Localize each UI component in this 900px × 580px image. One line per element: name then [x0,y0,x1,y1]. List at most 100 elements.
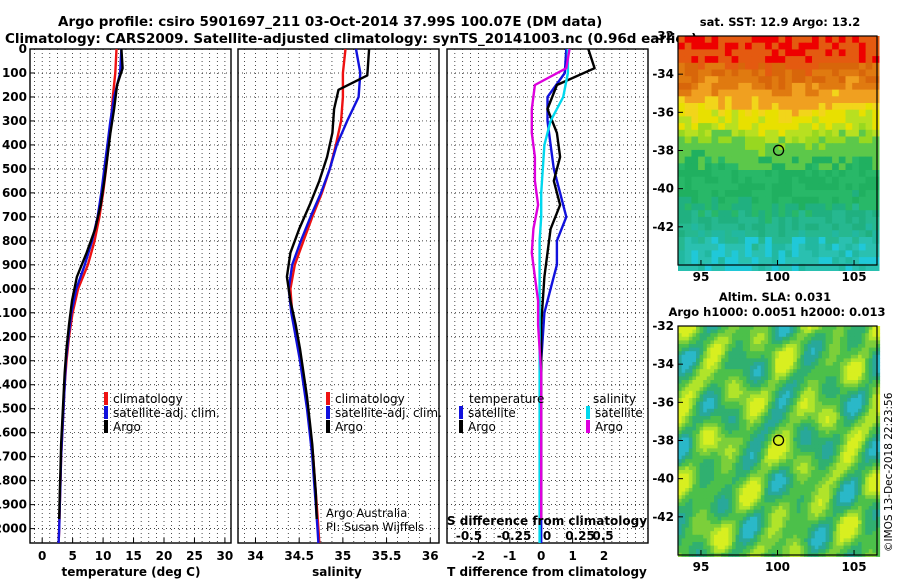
map-cell [732,362,737,367]
map-cell [800,354,805,359]
map-cell [843,426,848,431]
map-cell [771,408,776,413]
map-cell [789,538,794,543]
map-cell [718,223,726,231]
map-cell [760,419,765,424]
map-cell [814,524,819,529]
map-cell [778,329,783,334]
map-cell [858,109,867,117]
map-cell [822,491,827,496]
map-cell [704,96,712,104]
map-cell [832,527,837,532]
map-cell [703,354,708,359]
map-cell [771,109,779,117]
map-cell [804,452,809,457]
map-cell [838,143,846,151]
map-cell [699,344,704,349]
map-cell [771,362,776,367]
map-y-tick-label: -32 [652,319,674,333]
map-cell [771,123,779,131]
map-cell [804,462,809,467]
map-cell [681,549,686,554]
map-cell [760,480,765,485]
map-cell [775,506,780,511]
map-cell [706,459,711,464]
y-tick-label: 600 [2,186,27,200]
map-cell [858,216,867,225]
map-cell [751,250,759,258]
map-cell [807,495,812,500]
map-cell [832,495,837,500]
map-cell [872,545,877,550]
map-cell [711,82,719,91]
map-cell [746,502,751,507]
map-cell [696,329,701,334]
map-cell [798,149,806,158]
map-cell [681,509,686,514]
map-cell [782,534,787,539]
map-cell [854,408,859,413]
map-cell [753,527,758,532]
map-cell [768,376,773,381]
map-cell [807,441,812,446]
map-cell [696,408,701,413]
map-cell [746,452,751,457]
map-cell [764,419,769,424]
map-cell [814,538,819,543]
map-cell [678,441,683,446]
map-cell [742,401,747,406]
map-cell [765,49,773,57]
map-cell [789,329,794,334]
map-cell [793,441,798,446]
map-cell [753,506,758,511]
map-cell [753,416,758,421]
map-cell [876,430,881,435]
map-cell [724,408,729,413]
map-cell [876,538,881,543]
map-cell [704,257,712,265]
map-cell [854,326,859,331]
map-cell [832,441,837,446]
map-cell [847,405,852,410]
map-cell [760,466,765,471]
map-cell [768,340,773,345]
map-cell [718,69,726,77]
map-cell [746,516,751,521]
map-cell [778,452,783,457]
map-cell [760,387,765,392]
map-cell [818,170,826,178]
map-cell [838,216,846,225]
map-cell [698,116,706,124]
map-cell [791,250,800,258]
map-cell [876,545,881,550]
map-cell [854,516,859,521]
map-cell [768,326,773,331]
map-cell [717,538,722,543]
map-cell [811,329,816,334]
map-cell [771,484,776,489]
map-cell [717,444,722,449]
map-cell [704,203,712,211]
map-cell [865,488,870,493]
map-cell [861,527,866,532]
map-cell [832,480,837,485]
map-cell [850,484,855,489]
map-cell [778,394,783,399]
map-cell [850,448,855,453]
map-cell [757,452,762,457]
map-cell [696,354,701,359]
map-cell [829,326,834,331]
map-cell [704,76,712,84]
map-cell [812,243,820,251]
map-cell [775,455,780,460]
map-cell [678,466,683,471]
map-cell [753,473,758,478]
map-cell [738,149,746,158]
map-cell [818,69,826,77]
map-cell [710,506,715,511]
map-cell [850,394,855,399]
map-cell [868,358,873,363]
map-cell [771,441,776,446]
map-cell [706,466,711,471]
map-cell [804,376,809,381]
